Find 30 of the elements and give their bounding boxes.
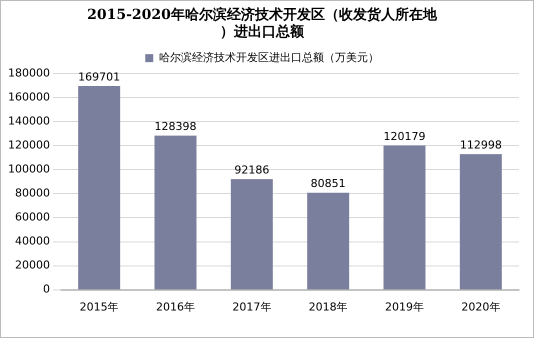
y-tick-label: 40000 — [14, 234, 50, 248]
bar — [154, 136, 196, 290]
y-tick-label: 180000 — [8, 66, 50, 80]
y-tick-label: 160000 — [8, 90, 50, 104]
x-tick-label: 2017年 — [232, 300, 272, 314]
legend-label: 哈尔滨经济技术开发区进出口总额（万美元） — [158, 50, 379, 64]
data-label: 112998 — [460, 138, 502, 152]
data-label: 120179 — [384, 130, 426, 143]
x-tick-label: 2019年 — [385, 300, 424, 314]
bar — [384, 145, 426, 290]
data-label: 128398 — [154, 120, 196, 133]
data-label: 169701 — [78, 70, 120, 84]
y-tick-label: 140000 — [8, 114, 50, 128]
bar — [230, 179, 273, 290]
bar — [460, 154, 502, 290]
data-label: 80851 — [310, 177, 346, 190]
y-tick-label: 80000 — [14, 186, 50, 200]
x-tick-label: 2018年 — [308, 300, 348, 314]
data-label: 92186 — [234, 163, 270, 176]
chart-title: 2015-2020年哈尔滨经济技术开发区（收发货人所在地）进出口总额 — [87, 6, 438, 40]
y-tick-label: 20000 — [14, 258, 50, 272]
y-tick-label: 0 — [42, 282, 50, 296]
y-tick-label: 120000 — [8, 138, 50, 152]
y-tick-label: 100000 — [8, 162, 50, 176]
y-tick-label: 60000 — [14, 210, 50, 224]
x-tick-label: 2015年 — [80, 300, 119, 314]
x-tick-label: 2020年 — [461, 300, 500, 314]
bar — [78, 86, 120, 290]
bar — [307, 192, 350, 290]
x-tick-label: 2016年 — [156, 300, 195, 314]
